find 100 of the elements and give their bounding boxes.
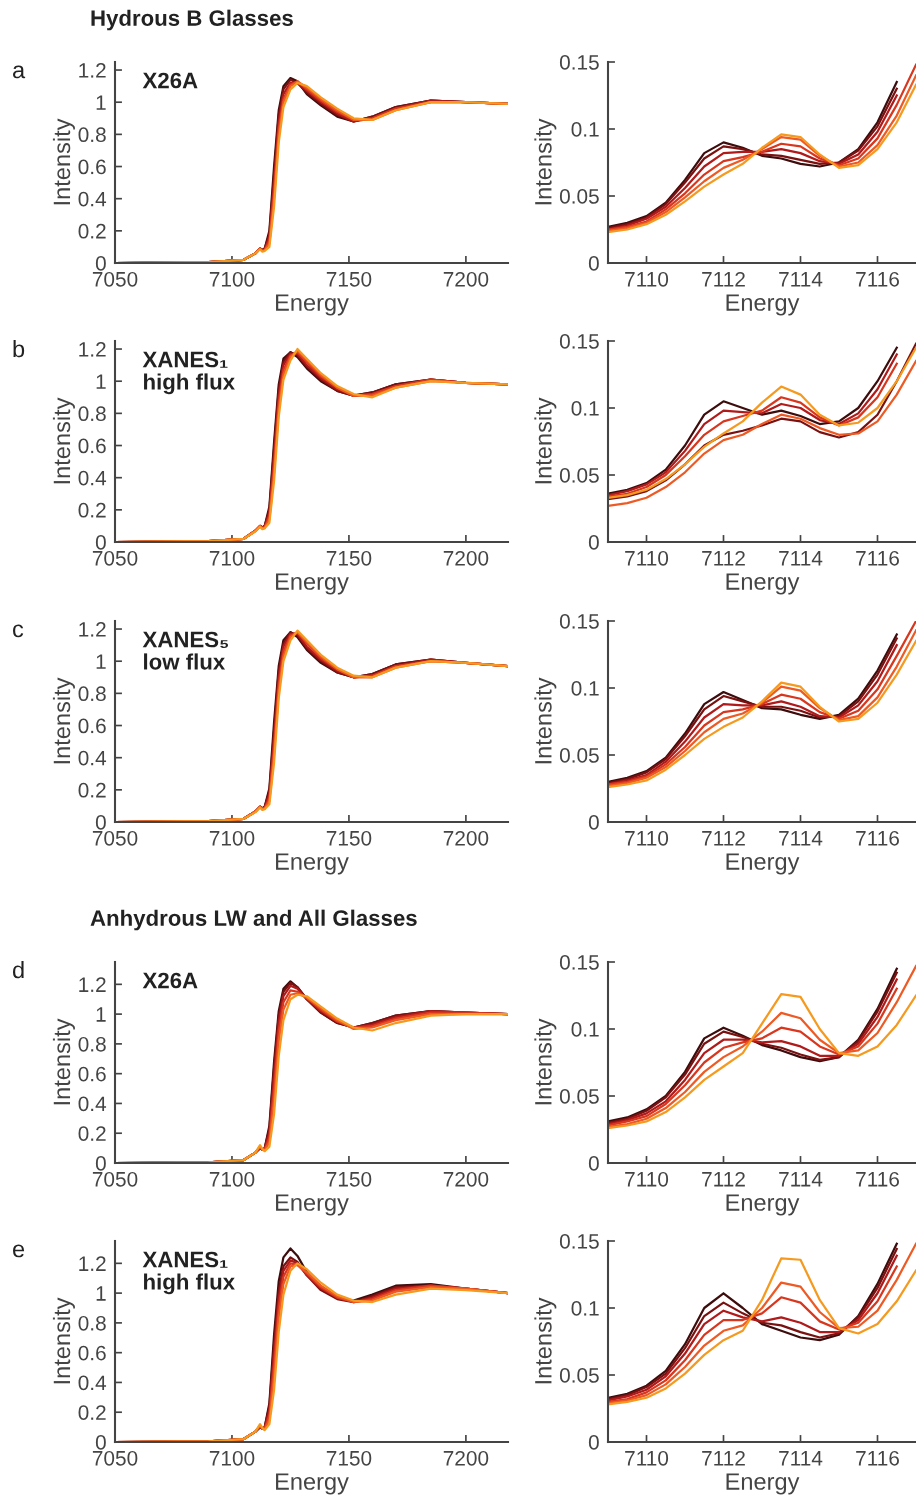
y-tick-label: 1.2 — [79, 1256, 106, 1271]
chart-title: Hydrous B Glasses — [91, 9, 293, 31]
annotation: XANES₅ low flux — [142, 631, 229, 670]
y-tick-label: 0.1 — [571, 122, 599, 137]
y-tick-label: 0 — [95, 535, 106, 550]
y-tick-label: 0.8 — [78, 406, 106, 422]
x-axis-title: Energy — [276, 853, 349, 875]
x-tick-label: 7200 — [443, 1171, 489, 1187]
y-tick-label: 0.4 — [78, 470, 107, 486]
x-tick-label: 7110 — [625, 1171, 669, 1187]
x-tick-label: 7100 — [209, 271, 255, 287]
y-tick-label: 0.4 — [78, 1375, 107, 1391]
y-tick-label: 1 — [96, 654, 106, 669]
y-axis-title: Intensity — [534, 118, 557, 205]
y-tick-label: 0 — [95, 256, 106, 271]
y-tick-label: 0 — [588, 1435, 599, 1450]
x-axis-title: Energy — [276, 1473, 349, 1495]
y-tick-label: 1.2 — [79, 63, 106, 78]
y-tick-label: 1 — [96, 374, 106, 389]
y-tick-label: 0.05 — [559, 189, 599, 204]
x-tick-label: 7112 — [702, 1171, 745, 1187]
x-tick-label: 7150 — [326, 1450, 372, 1466]
y-tick-label: 0.05 — [559, 1089, 599, 1104]
x-tick-label: 7200 — [443, 1450, 489, 1466]
y-tick-label: 0.15 — [559, 55, 599, 70]
x-tick-label: 7200 — [443, 271, 489, 287]
y-axis-title: Intensity — [534, 397, 557, 484]
y-tick-label: 0.15 — [559, 334, 599, 349]
annotation: XANES₁ high flux — [142, 1251, 235, 1295]
text: c — [13, 624, 24, 638]
x-axis-title: Energy — [276, 294, 349, 316]
x-tick-label: 7050 — [92, 550, 138, 566]
y-tick-label: 1.2 — [79, 622, 106, 637]
x-axis-title: Energy — [276, 573, 349, 595]
y-tick-label: 0.6 — [78, 1066, 106, 1082]
y-axis-title: Intensity — [534, 1297, 557, 1384]
y-tick-label: 0.2 — [78, 1126, 106, 1141]
x-tick-label: 7114 — [779, 1451, 823, 1466]
x-tick-label: 7114 — [779, 1172, 823, 1187]
x-tick-label: 7116 — [856, 1450, 899, 1466]
x-tick-label: 7100 — [209, 1450, 255, 1466]
y-tick-label: 1 — [96, 1007, 106, 1022]
y-tick-label: 1 — [96, 95, 106, 110]
y-tick-label: 0 — [588, 535, 599, 550]
y-tick-label: 0.4 — [78, 191, 107, 207]
x-tick-label: 7200 — [443, 830, 489, 846]
y-tick-label: 0.4 — [78, 1096, 107, 1112]
x-tick-label: 7110 — [625, 271, 669, 287]
x-tick-label: 7050 — [92, 1450, 138, 1466]
y-tick-label: 1.2 — [79, 977, 106, 992]
x-tick-label: 7116 — [856, 1171, 899, 1187]
x-tick-label: 7150 — [326, 550, 372, 566]
x-tick-label: 7110 — [625, 1450, 669, 1466]
y-tick-label: 1.2 — [79, 342, 106, 357]
x-tick-label: 7116 — [856, 271, 899, 287]
y-axis-title: Intensity — [52, 118, 75, 205]
x-tick-label: 7112 — [702, 830, 745, 846]
y-tick-label: 0.15 — [559, 614, 599, 629]
y-axis-title: Intensity — [52, 1018, 75, 1105]
y-tick-label: 0.4 — [78, 750, 107, 766]
y-tick-label: 0 — [95, 815, 106, 830]
x-axis-title: Energy — [726, 1194, 800, 1216]
x-tick-label: 7050 — [92, 830, 138, 846]
y-axis-title: Intensity — [52, 677, 75, 764]
x-tick-label: 7100 — [209, 550, 255, 566]
y-tick-label: 0.15 — [559, 1234, 599, 1249]
text: e — [13, 1244, 25, 1258]
text: b — [13, 340, 25, 358]
x-tick-label: 7150 — [326, 1171, 372, 1187]
x-tick-label: 7150 — [326, 830, 372, 846]
y-tick-label: 0 — [588, 815, 599, 830]
x-tick-label: 7116 — [856, 830, 899, 846]
annotation: X26A — [142, 72, 198, 89]
y-tick-label: 0.1 — [571, 401, 599, 416]
x-tick-label: 7112 — [702, 271, 745, 287]
x-tick-label: 7114 — [779, 551, 823, 566]
y-tick-label: 0.8 — [78, 1036, 106, 1052]
annotation: X26A — [142, 972, 198, 989]
x-tick-label: 7050 — [92, 1171, 138, 1187]
y-axis-title: Intensity — [52, 1297, 75, 1384]
x-axis-title: Energy — [726, 573, 800, 595]
text: d — [12, 960, 24, 979]
y-tick-label: 0.05 — [559, 748, 599, 763]
x-tick-label: 7116 — [856, 550, 899, 566]
x-axis-title: Energy — [726, 294, 800, 316]
y-axis-title: Intensity — [534, 1018, 557, 1105]
y-tick-label: 0 — [588, 1156, 599, 1171]
annotation: XANES₁ high flux — [142, 351, 235, 395]
chart-title: Anhydrous LW and All Glasses — [90, 909, 417, 931]
x-axis-title: Energy — [726, 853, 800, 875]
y-tick-label: 0.2 — [78, 782, 106, 798]
text: a — [13, 65, 26, 79]
y-tick-label: 1 — [96, 1286, 106, 1301]
y-tick-label: 0.8 — [78, 686, 106, 702]
x-tick-label: 7112 — [702, 550, 745, 566]
y-axis-title: Intensity — [52, 397, 75, 484]
y-tick-label: 0 — [588, 256, 599, 271]
y-tick-label: 0.8 — [78, 127, 106, 143]
y-tick-label: 0.1 — [571, 1022, 599, 1037]
x-axis-title: Energy — [276, 1194, 349, 1216]
